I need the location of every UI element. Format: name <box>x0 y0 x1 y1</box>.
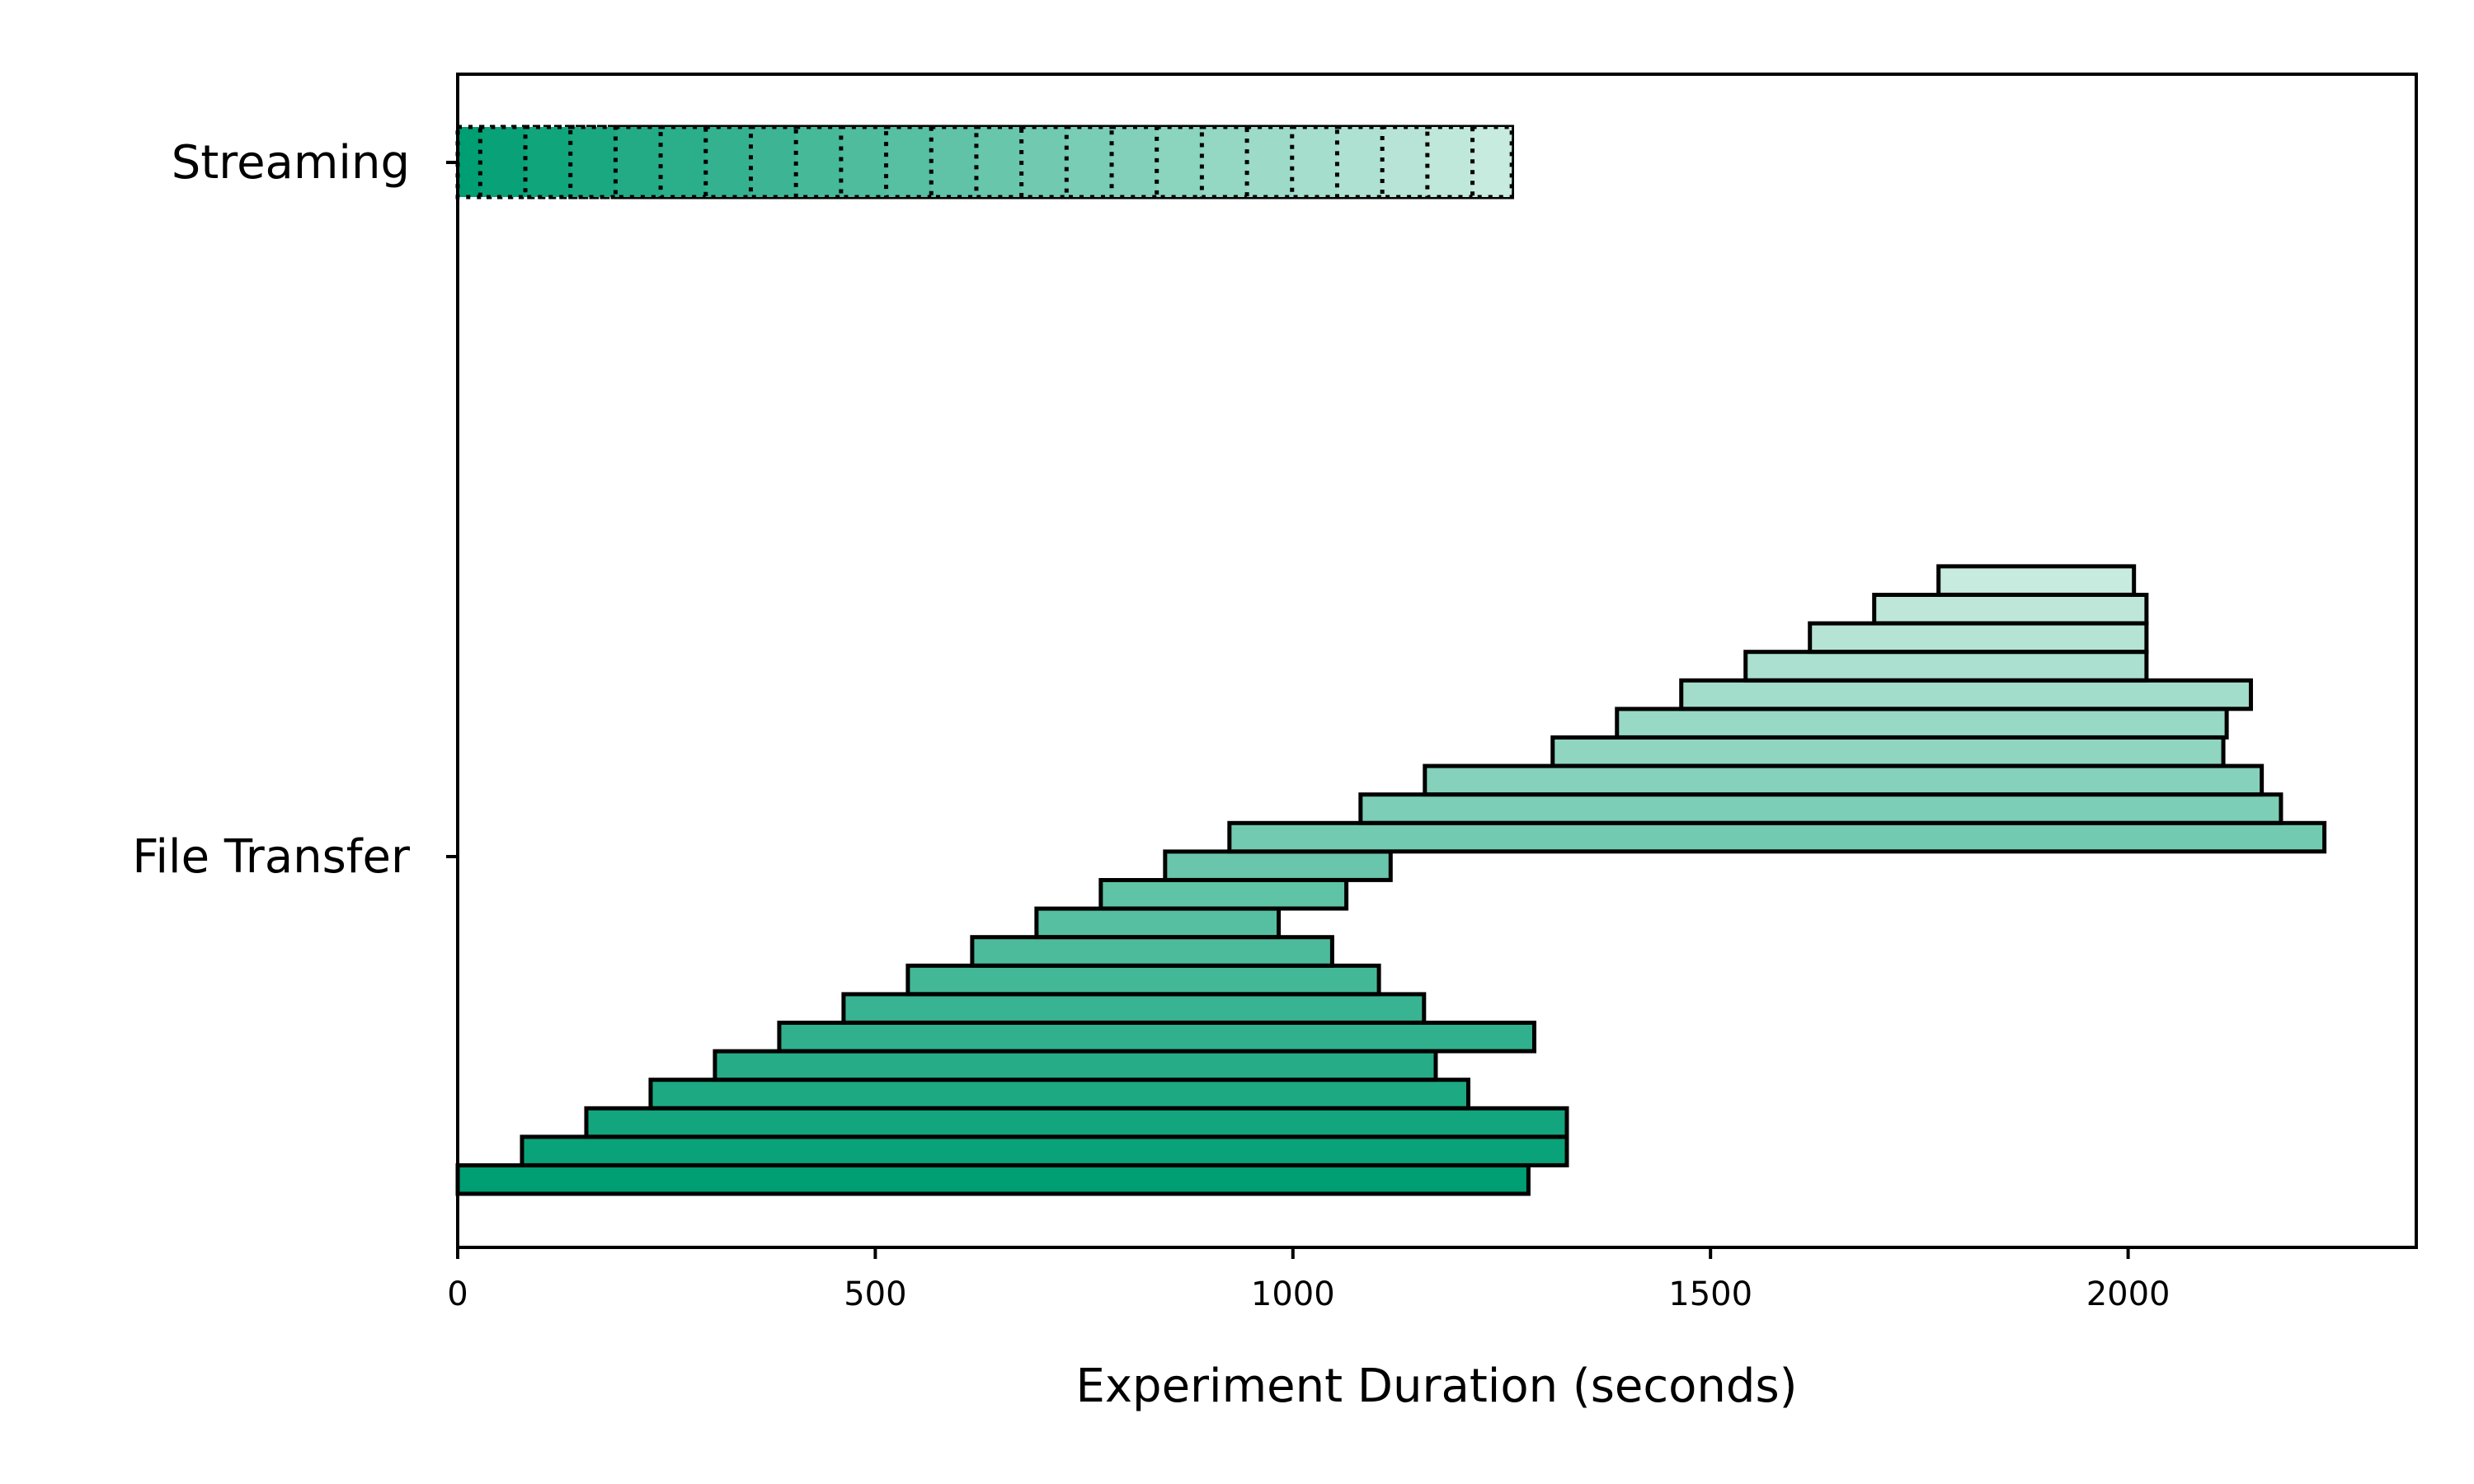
file-transfer-bar <box>1550 735 2226 768</box>
file-transfer-bar <box>584 1106 1569 1139</box>
file-transfer-bar <box>1872 593 2149 626</box>
file-transfer-bar <box>1098 878 1349 911</box>
x-axis: 0 500 1000 1500 2000 <box>447 1247 2170 1313</box>
x-tick-label: 500 <box>844 1275 906 1313</box>
file-transfer-bar <box>713 1049 1438 1082</box>
x-tick-label: 2000 <box>2086 1275 2171 1313</box>
x-tick-label: 1000 <box>1251 1275 1335 1313</box>
file-transfer-bar <box>841 992 1427 1025</box>
file-transfer-bar <box>648 1078 1470 1111</box>
file-transfer-bar <box>520 1134 1569 1167</box>
file-transfer-bar <box>905 963 1381 997</box>
file-transfer-bar <box>1936 564 2137 597</box>
y-axis: File Transfer Streaming <box>132 136 458 884</box>
file-transfer-bar <box>1615 707 2229 740</box>
file-transfer-bar <box>455 1163 1531 1196</box>
file-transfer-bar <box>1034 906 1282 940</box>
file-transfer-bar <box>1163 849 1393 882</box>
file-transfer-bar <box>1679 678 2253 711</box>
y-category-label: File Transfer <box>132 830 411 884</box>
file-transfer-bar <box>1358 792 2284 825</box>
plot-frame <box>456 73 2418 1249</box>
x-tick-label: 1500 <box>1668 1275 1752 1313</box>
x-axis-title: Experiment Duration (seconds) <box>1076 1360 1798 1413</box>
file-transfer-bar <box>970 935 1334 968</box>
plot-bars <box>455 124 2327 1196</box>
x-tick-label: 0 <box>447 1275 468 1313</box>
file-transfer-bar <box>777 1021 1536 1054</box>
file-transfer-bar <box>1743 650 2149 683</box>
file-transfer-bar <box>1808 621 2149 655</box>
file-transfer-bar <box>1423 763 2265 797</box>
y-category-label: Streaming <box>172 136 410 190</box>
file-transfer-bar <box>1227 820 2327 854</box>
streaming-bar <box>1470 124 1514 200</box>
